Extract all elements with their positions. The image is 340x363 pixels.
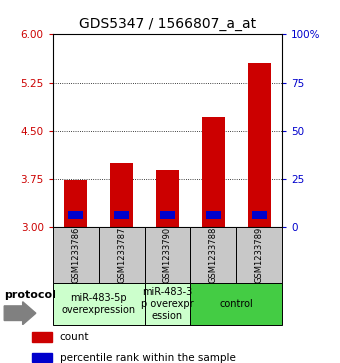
Bar xyxy=(99,227,144,283)
Bar xyxy=(114,211,129,219)
Bar xyxy=(190,227,236,283)
Text: control: control xyxy=(219,299,253,309)
Text: GSM1233788: GSM1233788 xyxy=(209,227,218,283)
Bar xyxy=(252,211,267,219)
Bar xyxy=(248,64,271,227)
Text: miR-483-5p
overexpression: miR-483-5p overexpression xyxy=(62,293,136,315)
Bar xyxy=(144,227,190,283)
Bar xyxy=(206,211,221,219)
Text: GSM1233787: GSM1233787 xyxy=(117,227,126,283)
Text: protocol: protocol xyxy=(4,290,56,300)
Bar xyxy=(32,333,52,342)
Bar xyxy=(156,171,179,227)
Bar xyxy=(64,180,87,227)
Title: GDS5347 / 1566807_a_at: GDS5347 / 1566807_a_at xyxy=(79,17,256,31)
Bar xyxy=(110,163,133,227)
FancyArrow shape xyxy=(4,302,36,325)
Text: percentile rank within the sample: percentile rank within the sample xyxy=(60,353,236,363)
Bar xyxy=(144,283,190,325)
Text: GSM1233789: GSM1233789 xyxy=(255,227,264,283)
Text: miR-483-3
p overexpr
ession: miR-483-3 p overexpr ession xyxy=(141,287,194,321)
Bar xyxy=(53,227,99,283)
Text: GSM1233786: GSM1233786 xyxy=(71,227,80,283)
Bar xyxy=(32,353,52,362)
Text: GSM1233790: GSM1233790 xyxy=(163,227,172,283)
Bar xyxy=(202,117,225,227)
Bar xyxy=(68,211,83,219)
Bar xyxy=(53,283,144,325)
Bar xyxy=(190,283,282,325)
Text: count: count xyxy=(60,332,89,342)
Bar xyxy=(160,211,175,219)
Bar xyxy=(236,227,282,283)
